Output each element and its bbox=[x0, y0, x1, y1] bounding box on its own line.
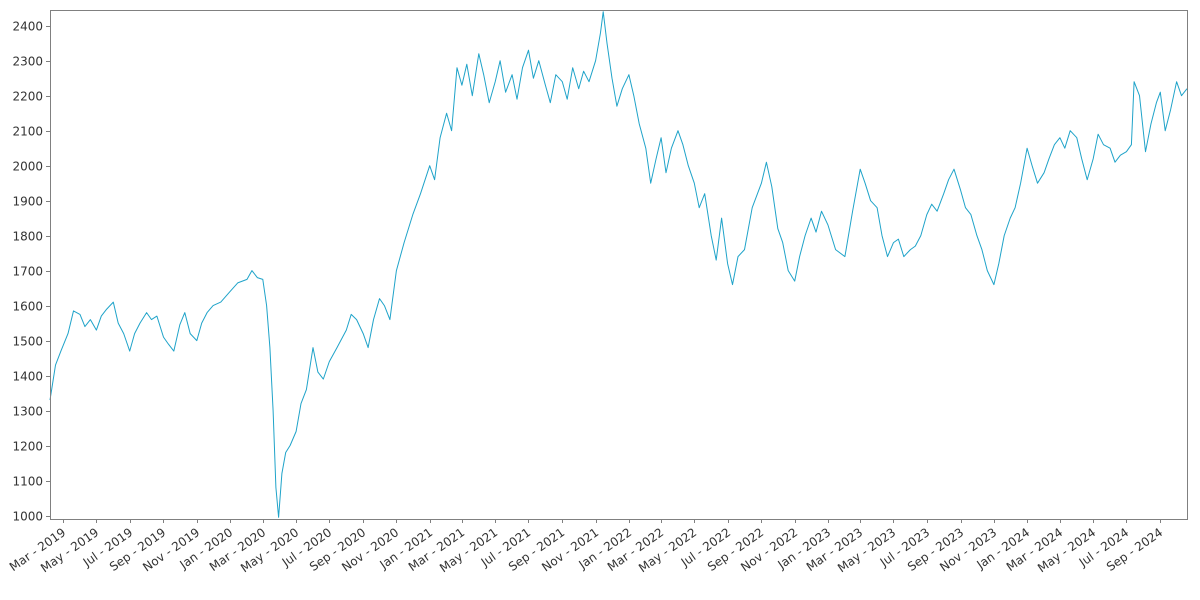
y-tick-label: 1700 bbox=[12, 265, 43, 279]
y-tick-label: 1600 bbox=[12, 300, 43, 314]
plot-area bbox=[49, 11, 1188, 518]
y-tick-label: 1400 bbox=[12, 370, 43, 384]
y-tick-label: 1300 bbox=[12, 405, 43, 419]
y-tick-label: 1000 bbox=[12, 510, 43, 524]
y-tick-label: 2100 bbox=[12, 125, 43, 139]
y-tick-label: 2000 bbox=[12, 160, 43, 174]
series-line bbox=[49, 11, 1188, 518]
y-tick-label: 1200 bbox=[12, 440, 43, 454]
y-tick-label: 1900 bbox=[12, 195, 43, 209]
y-tick-label: 1100 bbox=[12, 475, 43, 489]
y-axis: 1000 1100 1200 1300 1400 1500 1600 1700 1800 1900… bbox=[12, 20, 50, 524]
y-tick-label: 2400 bbox=[12, 20, 43, 34]
y-tick-label: 2200 bbox=[12, 90, 43, 104]
y-tick-label: 1500 bbox=[12, 335, 43, 349]
plot-frame bbox=[50, 10, 1188, 520]
y-tick-label: 1800 bbox=[12, 230, 43, 244]
y-tick-label: 2300 bbox=[12, 55, 43, 69]
